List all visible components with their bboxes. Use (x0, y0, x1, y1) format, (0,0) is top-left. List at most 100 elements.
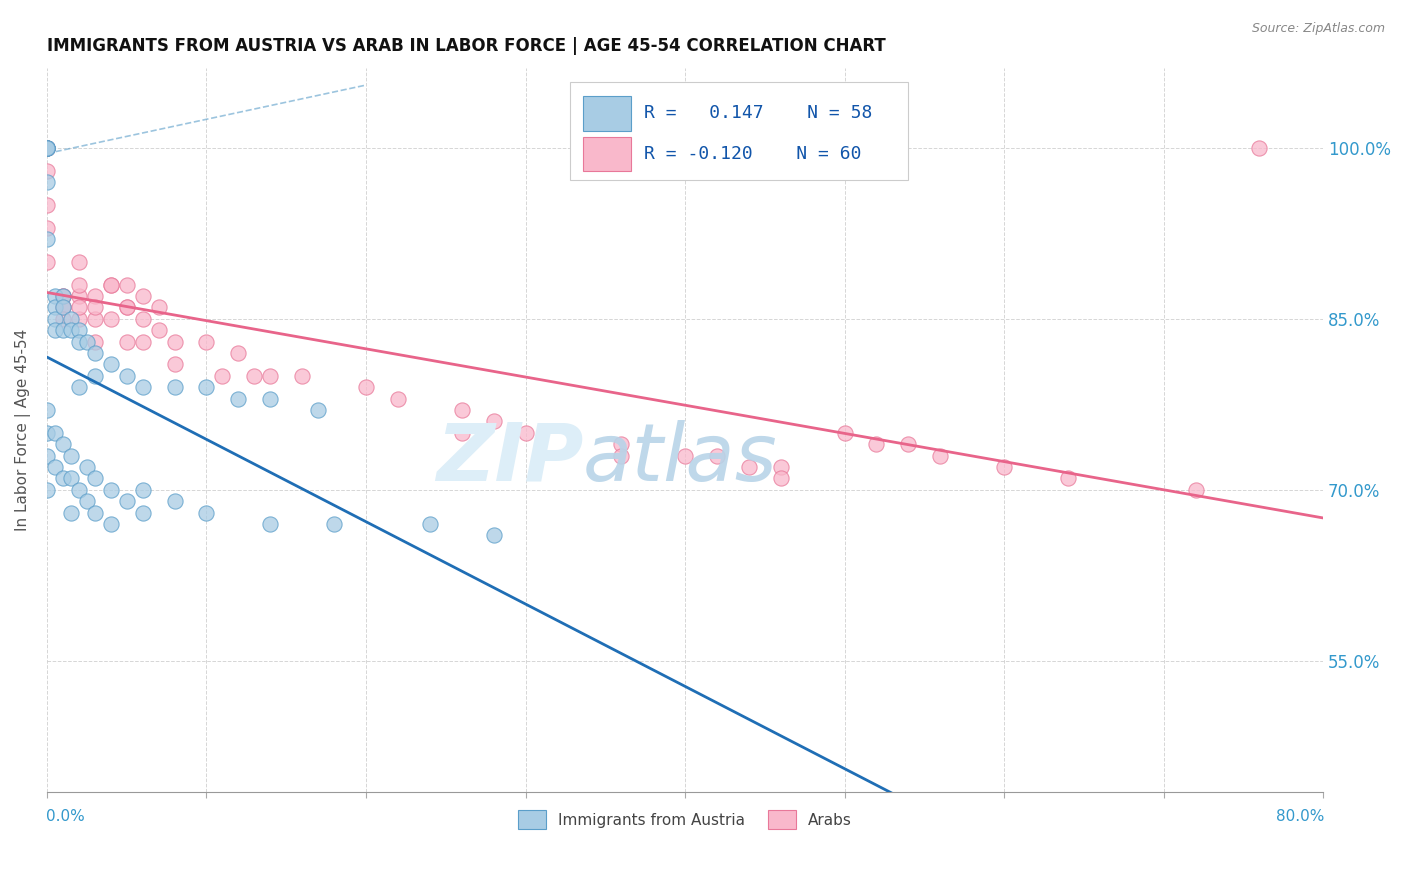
Point (100, 277, 122, 292)
Point (44, 301, 66, 315)
Point (35, 141, 58, 155)
Point (59, 506, 82, 520)
Point (67, 301, 90, 315)
Point (67, 277, 90, 292)
Point (52, 289, 75, 303)
Point (163, 380, 186, 394)
Point (195, 506, 218, 520)
Point (76, 460, 98, 475)
Point (610, 437, 633, 451)
Point (834, 425, 856, 440)
Point (929, 449, 952, 463)
Point (76, 334, 98, 349)
Point (67, 380, 90, 394)
Point (83, 289, 105, 303)
Point (259, 368, 281, 383)
Point (35, 483, 58, 497)
Point (131, 311, 153, 326)
Point (706, 449, 728, 463)
Point (35, 141, 58, 155)
Point (67, 483, 90, 497)
Point (35, 163, 58, 178)
Point (307, 403, 329, 417)
Legend: Immigrants from Austria, Arabs: Immigrants from Austria, Arabs (512, 805, 858, 835)
Point (131, 380, 153, 394)
Point (1184, 483, 1206, 497)
Text: IMMIGRANTS FROM AUSTRIA VS ARAB IN LABOR FORCE | AGE 45-54 CORRELATION CHART: IMMIGRANTS FROM AUSTRIA VS ARAB IN LABOR… (46, 37, 886, 55)
Point (100, 277, 122, 292)
Point (865, 437, 887, 451)
Point (163, 334, 186, 349)
Point (163, 358, 186, 372)
Point (44, 289, 66, 303)
Point (59, 449, 82, 463)
Point (195, 334, 218, 349)
Text: Source: ZipAtlas.com: Source: ZipAtlas.com (1251, 22, 1385, 36)
Point (67, 254, 90, 268)
Text: 0.0%: 0.0% (46, 809, 84, 824)
Point (52, 289, 75, 303)
Point (35, 141, 58, 155)
Point (115, 368, 138, 383)
Point (83, 311, 105, 326)
Point (100, 483, 122, 497)
Point (100, 358, 122, 372)
Point (35, 141, 58, 155)
Point (83, 506, 105, 520)
Point (67, 311, 90, 326)
Point (450, 403, 472, 417)
Point (115, 301, 138, 315)
Point (163, 494, 186, 508)
Point (35, 175, 58, 189)
Point (52, 323, 75, 337)
Point (35, 425, 58, 440)
Text: 80.0%: 80.0% (1277, 809, 1324, 824)
Point (83, 346, 105, 360)
Point (228, 346, 250, 360)
Point (387, 392, 409, 406)
Point (35, 254, 58, 268)
Point (897, 437, 920, 451)
Point (67, 323, 90, 337)
FancyBboxPatch shape (583, 96, 631, 131)
Text: atlas: atlas (583, 420, 778, 498)
Point (115, 334, 138, 349)
Point (515, 425, 537, 440)
Point (769, 471, 792, 485)
Point (44, 425, 66, 440)
Point (993, 460, 1015, 475)
Point (35, 141, 58, 155)
Point (419, 516, 441, 531)
Point (44, 323, 66, 337)
Point (354, 380, 377, 394)
FancyBboxPatch shape (583, 136, 631, 171)
Point (115, 301, 138, 315)
Point (148, 323, 170, 337)
Text: ZIP: ZIP (436, 420, 583, 498)
Point (35, 403, 58, 417)
Point (52, 311, 75, 326)
Point (59, 323, 82, 337)
Point (100, 311, 122, 326)
Point (83, 301, 105, 315)
Point (131, 506, 153, 520)
Point (259, 516, 281, 531)
Text: R = -0.120    N = 60: R = -0.120 N = 60 (644, 145, 862, 163)
Point (211, 368, 233, 383)
Point (35, 449, 58, 463)
Point (115, 494, 138, 508)
Text: R =   0.147    N = 58: R = 0.147 N = 58 (644, 103, 873, 122)
Point (35, 232, 58, 246)
Point (1249, 141, 1271, 155)
Point (323, 516, 346, 531)
FancyBboxPatch shape (571, 82, 908, 180)
Point (738, 460, 761, 475)
Point (610, 449, 633, 463)
Point (35, 141, 58, 155)
Point (67, 334, 90, 349)
Point (52, 437, 75, 451)
Point (482, 528, 505, 542)
Point (35, 198, 58, 212)
Point (83, 471, 105, 485)
Point (291, 368, 314, 383)
